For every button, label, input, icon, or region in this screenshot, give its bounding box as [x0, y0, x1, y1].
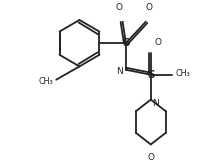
Text: O: O	[147, 153, 154, 162]
Text: CH₃: CH₃	[176, 69, 190, 78]
Text: N: N	[152, 99, 158, 108]
Text: O: O	[154, 38, 161, 46]
Text: CH₃: CH₃	[38, 77, 53, 86]
Text: S: S	[147, 70, 155, 80]
Text: N: N	[116, 67, 123, 76]
Text: S: S	[122, 38, 130, 48]
Text: O: O	[116, 3, 123, 12]
Text: O: O	[146, 3, 153, 12]
